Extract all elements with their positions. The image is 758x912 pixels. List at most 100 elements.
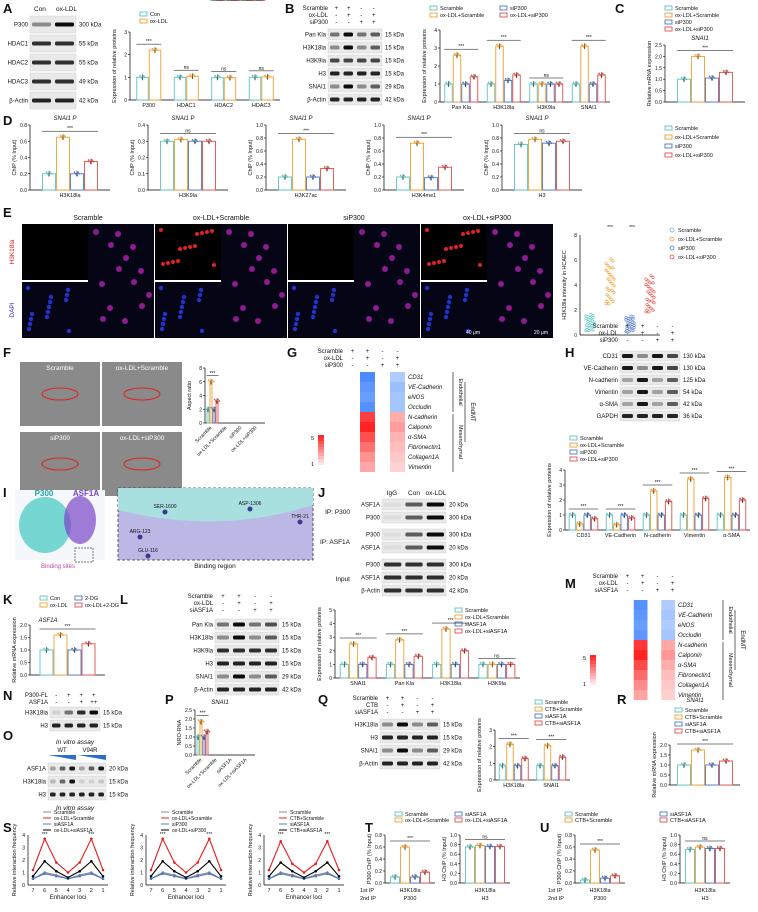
- y-tick-label: 0.2: [670, 871, 677, 877]
- blot-band: [79, 779, 85, 784]
- blot-band: [64, 710, 73, 715]
- data-point: [413, 140, 416, 143]
- blot-row-label: ASF1A: [361, 576, 380, 582]
- data-point: [180, 74, 183, 77]
- dot: [647, 304, 651, 308]
- dot: [646, 279, 650, 283]
- heatmap-cell: [360, 462, 375, 472]
- heatmap-cell: [390, 372, 405, 382]
- dapi-nucleus: [446, 299, 452, 305]
- blot-band: [249, 674, 261, 679]
- sig-label: ***: [206, 832, 212, 838]
- data-point: [60, 136, 63, 139]
- blot-row-label: HDAC1: [8, 42, 29, 48]
- blot-band: [249, 661, 261, 666]
- data-point: [727, 760, 730, 762]
- data-point: [644, 514, 647, 516]
- data-point: [605, 875, 608, 878]
- data-point: [49, 171, 52, 174]
- data-point: [414, 653, 417, 656]
- y-tick-label: 2: [434, 64, 437, 70]
- legend-swatch: [674, 707, 683, 713]
- bar: [81, 643, 96, 676]
- data-point: [142, 74, 145, 77]
- dapi-nucleus: [465, 328, 471, 334]
- blot-strip: [214, 644, 280, 657]
- blot-kda-label: 54 kDa: [683, 390, 703, 396]
- data-point: [427, 175, 430, 178]
- bar: [186, 75, 199, 101]
- dot: [610, 282, 614, 286]
- y-tick-label: 2: [199, 407, 202, 413]
- blot-band: [55, 22, 74, 27]
- panel-letter-Q: Q: [318, 692, 328, 707]
- legend-dot: [669, 236, 675, 242]
- sig-label: ***: [655, 480, 661, 486]
- dot: [590, 324, 594, 328]
- blot-strip: [47, 762, 107, 775]
- blot-strip: [29, 15, 77, 34]
- nucleus: [108, 242, 114, 248]
- blot-band: [69, 779, 75, 784]
- dot: [629, 314, 633, 318]
- dot: [651, 275, 655, 279]
- data-point: [434, 663, 437, 666]
- heat-scale-m: 51: [583, 655, 596, 688]
- condition-sign: +: [237, 601, 241, 607]
- data-point: [562, 754, 565, 757]
- scale-cell: [590, 679, 596, 682]
- series-point: [149, 877, 153, 881]
- dapi-nucleus: [197, 292, 203, 298]
- data-point: [536, 763, 539, 766]
- data-point: [545, 140, 548, 143]
- y-tick-label: 0.4: [138, 123, 145, 129]
- dot: [650, 299, 654, 303]
- heatmap-cell: [661, 650, 675, 660]
- data-point: [208, 380, 211, 383]
- blot-band: [384, 562, 402, 567]
- blot-kda-label: 42 kDa: [385, 98, 405, 104]
- data-point: [471, 75, 474, 78]
- blot-band: [652, 402, 663, 406]
- condition-sign: -: [68, 700, 70, 706]
- dot: [612, 284, 616, 288]
- legend-dot: [669, 227, 675, 233]
- data-point: [628, 515, 631, 518]
- sig-label: ***: [240, 0, 246, 2]
- data-point: [353, 641, 356, 644]
- title-d: SNAI1 P: [525, 116, 548, 122]
- dapi-nucleus: [330, 292, 336, 298]
- series-point: [314, 869, 317, 873]
- dapi-nucleus: [28, 316, 34, 322]
- y-axis-label: Expression of relative proteins: [317, 607, 323, 681]
- scale-cell: [590, 673, 596, 676]
- blot-band: [265, 635, 277, 640]
- series-point: [208, 837, 211, 841]
- nucleus: [382, 266, 388, 272]
- x-tick-label: 1: [219, 888, 222, 894]
- data-point: [86, 642, 89, 645]
- heatmap-cell: [390, 442, 405, 452]
- y-tick-label: 4: [559, 468, 562, 474]
- blot-row-label: β-Actin: [359, 762, 378, 768]
- blot-row-label: H3: [205, 662, 213, 668]
- condition-sign: +: [416, 710, 420, 716]
- sig-label: ***: [65, 624, 71, 630]
- heatmap-cell: [375, 442, 390, 452]
- data-point: [328, 167, 331, 170]
- data-point: [729, 476, 732, 479]
- data-point: [530, 81, 532, 84]
- blot-band: [397, 761, 408, 766]
- blot-band: [384, 532, 402, 537]
- y-tick-label: 3: [329, 635, 332, 641]
- heatmap-cell: [345, 412, 360, 422]
- nucleus: [538, 303, 544, 309]
- nucleus: [130, 244, 136, 250]
- h3k18la-signal: [449, 246, 453, 250]
- data-point: [46, 647, 49, 650]
- phase-image: [20, 432, 100, 496]
- blot-band: [397, 735, 408, 740]
- blot-kda-label: 15 kDa: [385, 46, 405, 52]
